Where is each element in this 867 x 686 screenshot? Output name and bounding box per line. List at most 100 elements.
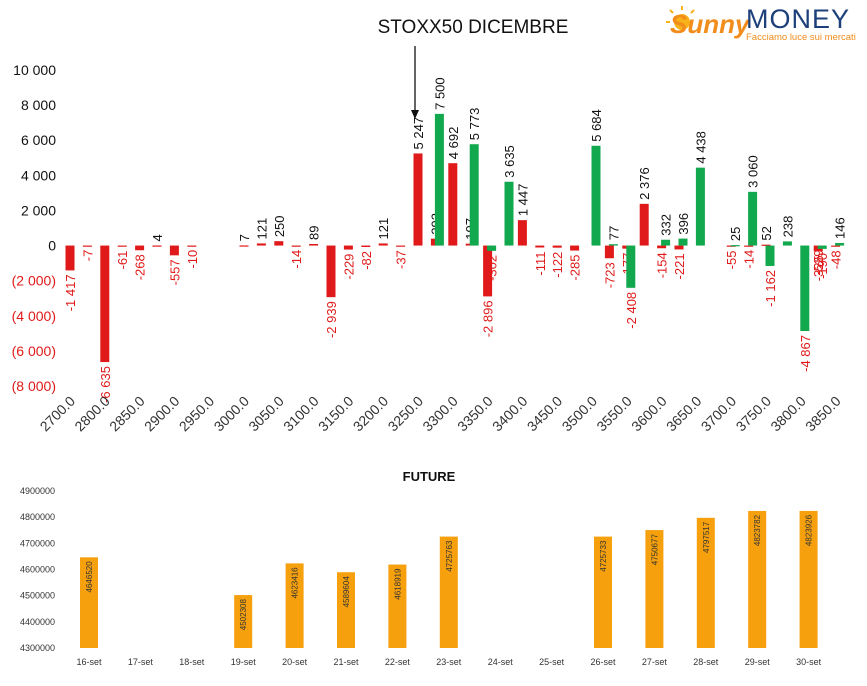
future-data-label: 4823782 [753, 514, 762, 546]
future-y-tick-label: 4900000 [20, 486, 55, 496]
future-bar [645, 530, 664, 648]
future-data-label: 4618919 [393, 568, 402, 600]
bar [782, 241, 792, 246]
data-label: 7 [237, 234, 252, 241]
logo-word-money: MONEY [746, 4, 850, 34]
bar [487, 245, 497, 251]
sun-icon [666, 6, 695, 30]
data-label: -325 [811, 255, 826, 281]
future-bar [234, 595, 253, 648]
bar [291, 245, 301, 247]
bar [748, 191, 758, 246]
bar [378, 243, 388, 246]
data-label: -37 [394, 250, 409, 269]
x-tick-label: 3300.0 [419, 393, 461, 435]
x-tick-label: 2950.0 [176, 393, 218, 435]
data-label: -7 [80, 250, 95, 262]
data-label: -4 867 [798, 335, 813, 372]
x-tick-label: 2900.0 [141, 393, 183, 435]
x-tick-label: 3250.0 [385, 393, 427, 435]
x-tick-label: 3200.0 [350, 393, 392, 435]
bar [765, 245, 775, 266]
bar [591, 145, 601, 246]
future-data-label: 4623416 [291, 567, 300, 599]
bar [626, 245, 636, 288]
x-tick-label: 2700.0 [37, 393, 79, 435]
y-tick-label: (4 000) [12, 308, 56, 324]
data-label: 52 [759, 226, 774, 240]
future-bar [337, 572, 355, 648]
annotation-arrow [411, 46, 419, 119]
bar [326, 245, 336, 298]
future-bar [439, 536, 458, 648]
x-tick-label: 3550.0 [593, 393, 635, 435]
bar [639, 203, 649, 246]
data-label: -268 [133, 254, 148, 280]
data-label: -14 [289, 250, 304, 269]
future-y-tick-label: 4400000 [20, 617, 55, 627]
future-data-label: 4797517 [702, 521, 711, 553]
future-x-tick-label: 21-set [333, 657, 359, 667]
bar [661, 239, 671, 246]
bar [361, 245, 371, 247]
future-data-label: 4725763 [445, 540, 454, 572]
data-label: 5 773 [467, 108, 482, 141]
bar [343, 245, 353, 250]
bar [100, 245, 110, 363]
bar [152, 245, 162, 247]
x-tick-label: 3600.0 [628, 393, 670, 435]
data-label: 7 500 [432, 77, 447, 110]
future-bars: 4646520 4502308 4623416 4589604 4618919 47257… [80, 510, 818, 648]
future-data-label: 4823926 [805, 514, 814, 546]
future-x-tick-label: 29-set [745, 657, 771, 667]
y-tick-label: 8 000 [21, 97, 56, 113]
x-tick-label: 3750.0 [733, 393, 775, 435]
x-tick-label: 3000.0 [211, 393, 253, 435]
future-bar [696, 517, 715, 648]
data-label: 2 376 [637, 167, 652, 200]
data-label: 3 635 [502, 145, 517, 178]
future-y-tick-label: 4600000 [20, 565, 55, 575]
x-tick-label: 3650.0 [663, 393, 705, 435]
bar [239, 245, 249, 247]
x-tick-label: 3050.0 [245, 393, 287, 435]
data-label: 250 [272, 215, 287, 237]
data-label: 4 [150, 234, 165, 241]
data-label: -2 896 [481, 300, 496, 337]
future-x-tick-label: 17-set [128, 657, 154, 667]
future-x-tick-label: 18-set [179, 657, 205, 667]
x-tick-label: 2800.0 [71, 393, 113, 435]
future-x-tick-label: 19-set [231, 657, 257, 667]
data-label: -1 417 [63, 274, 78, 311]
data-label: 121 [376, 218, 391, 240]
bar [552, 245, 562, 248]
bar [434, 113, 444, 246]
y-tick-label: (8 000) [12, 378, 56, 394]
data-label: 4 438 [693, 131, 708, 164]
x-tick-label: 3400.0 [489, 393, 531, 435]
x-tick-label: 3700.0 [698, 393, 740, 435]
bar [256, 243, 266, 246]
data-label: 146 [833, 217, 848, 239]
bar [695, 167, 705, 246]
future-x-tick-label: 26-set [590, 657, 616, 667]
future-x-tick-label: 20-set [282, 657, 308, 667]
data-label: 5 247 [411, 117, 426, 150]
bar [396, 245, 406, 247]
future-x-tick-label: 23-set [436, 657, 462, 667]
data-label: 3 060 [746, 155, 761, 188]
data-label: -302 [485, 255, 500, 281]
data-label: -529 [811, 250, 826, 276]
data-label: -1 162 [763, 270, 778, 307]
data-label: -48 [829, 250, 844, 269]
bar [608, 244, 618, 246]
data-label: -55 [724, 251, 739, 270]
future-bar [388, 564, 407, 648]
data-label: -190 [815, 253, 830, 279]
data-label: 5 684 [589, 109, 604, 142]
bar [448, 163, 458, 246]
bar [65, 245, 75, 271]
arrow-head [411, 110, 419, 119]
logo-word-sunny: Sunny [670, 9, 751, 39]
future-bar [594, 536, 612, 648]
